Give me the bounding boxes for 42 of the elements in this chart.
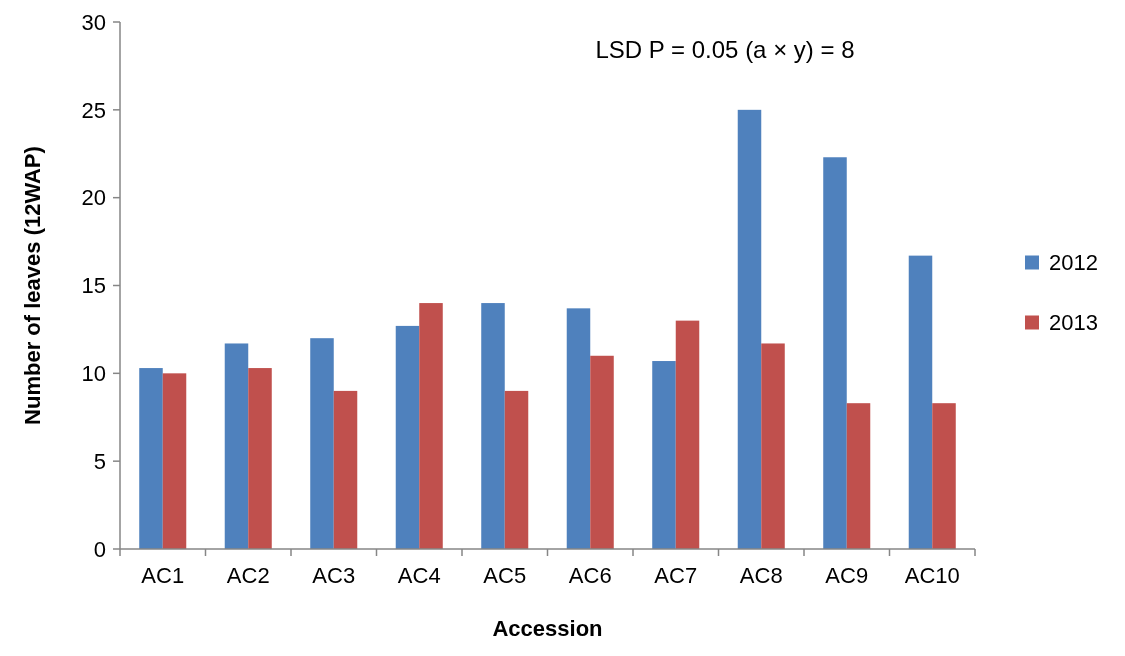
bar xyxy=(395,325,420,549)
x-tick-label: AC8 xyxy=(739,563,783,588)
x-tick-label: AC9 xyxy=(825,563,869,588)
x-tick-label: AC4 xyxy=(397,563,441,588)
bar xyxy=(908,255,933,549)
y-tick-label: 30 xyxy=(81,9,106,35)
bar xyxy=(310,338,334,549)
y-tick-label: 20 xyxy=(81,185,106,211)
bar xyxy=(139,368,163,549)
x-tick-label: AC2 xyxy=(226,563,270,588)
x-tick-label: AC1 xyxy=(141,563,185,588)
bar xyxy=(823,157,847,549)
bar xyxy=(761,343,785,549)
x-tick-label: AC3 xyxy=(312,563,356,588)
bar xyxy=(419,303,443,549)
x-tick-label: AC5 xyxy=(483,563,527,588)
bar xyxy=(333,390,358,549)
bar xyxy=(481,303,505,549)
bar xyxy=(224,343,249,549)
bar xyxy=(504,390,529,549)
x-axis-title: Accession xyxy=(492,616,603,641)
bar xyxy=(932,403,956,549)
x-tick-label: AC6 xyxy=(568,563,612,588)
bar xyxy=(737,109,762,549)
bar xyxy=(675,320,700,549)
bar xyxy=(248,368,272,549)
bar xyxy=(846,403,871,549)
y-tick-label: 15 xyxy=(81,273,106,299)
x-tick-label: AC10 xyxy=(904,563,960,588)
bar xyxy=(162,373,187,549)
legend-label: 2013 xyxy=(1049,310,1098,336)
bar xyxy=(566,308,591,549)
bar xyxy=(652,361,676,549)
x-tick-label: AC7 xyxy=(654,563,698,588)
y-axis-title: Number of leaves (12WAP) xyxy=(20,146,45,425)
y-tick-label: 10 xyxy=(81,361,106,387)
y-tick-label: 5 xyxy=(93,448,106,474)
y-tick-label: 25 xyxy=(81,97,106,123)
annotation: LSD P = 0.05 (a × y) = 8 xyxy=(595,36,855,63)
y-tick-label: 0 xyxy=(93,536,106,562)
bar xyxy=(590,355,614,549)
legend-label: 2012 xyxy=(1049,250,1098,276)
